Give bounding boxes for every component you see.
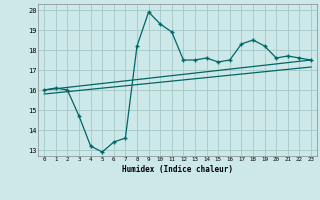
X-axis label: Humidex (Indice chaleur): Humidex (Indice chaleur) bbox=[122, 165, 233, 174]
